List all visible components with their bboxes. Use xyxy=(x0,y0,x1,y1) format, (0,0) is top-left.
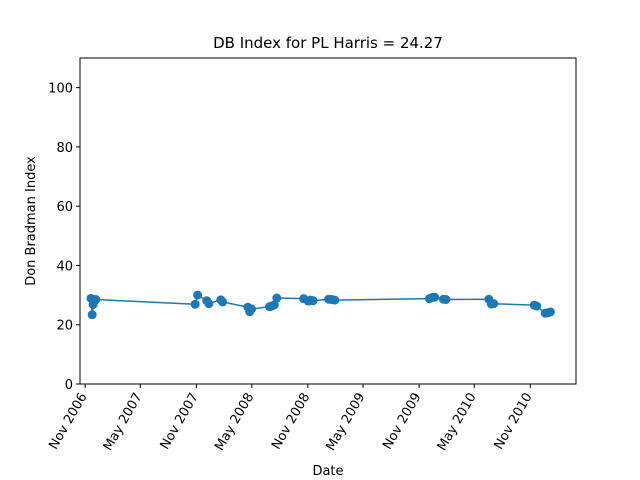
data-point xyxy=(269,300,279,310)
data-point xyxy=(190,299,200,309)
data-point xyxy=(441,295,451,305)
data-point xyxy=(330,295,340,305)
y-tick-label: 20 xyxy=(56,319,73,334)
data-point xyxy=(87,310,97,320)
y-tick-label: 40 xyxy=(56,259,73,274)
x-axis-label: Date xyxy=(312,464,343,479)
data-point xyxy=(91,295,101,305)
data-point xyxy=(247,304,257,314)
data-point xyxy=(204,299,214,309)
y-axis-label: Don Bradman Index xyxy=(24,156,39,286)
data-point xyxy=(308,296,318,306)
y-tick-label: 0 xyxy=(65,378,73,393)
chart-title: DB Index for PL Harris = 24.27 xyxy=(213,34,443,52)
plot-frame xyxy=(79,57,577,385)
data-point xyxy=(430,292,440,302)
data-point xyxy=(545,307,555,317)
data-point xyxy=(193,290,203,300)
y-axis: 0 20 40 60 80 100 xyxy=(48,82,80,393)
y-tick-label: 100 xyxy=(48,82,73,97)
y-tick-label: 60 xyxy=(56,200,73,215)
data-point xyxy=(272,293,282,303)
data-point xyxy=(532,301,542,311)
y-tick-label: 80 xyxy=(56,141,73,156)
data-point xyxy=(489,299,499,309)
plot-layer xyxy=(86,290,555,320)
data-point xyxy=(218,297,228,307)
